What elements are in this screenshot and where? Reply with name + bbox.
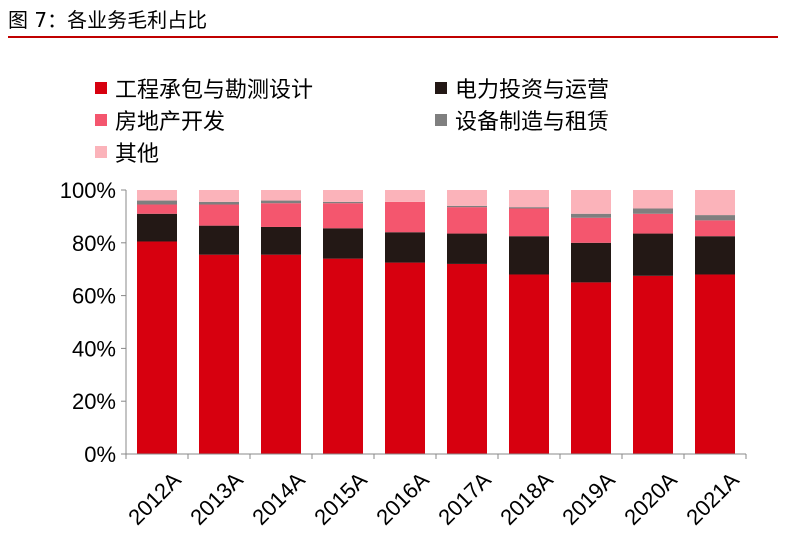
y-tick-label: 80% (72, 231, 116, 256)
x-tick-label: 2014A (247, 467, 310, 530)
y-tick-label: 40% (72, 336, 116, 361)
bar-segment-2014A-series-4 (261, 190, 301, 201)
legend-label: 房地产开发 (115, 110, 226, 135)
legend-swatch (95, 82, 107, 94)
bar-segment-2020A-series-2 (633, 213, 673, 234)
bar-segment-2019A-series-1 (571, 242, 611, 283)
bar-segment-2014A-series-2 (261, 203, 301, 227)
bar-segment-2017A-series-2 (447, 207, 487, 234)
bar-segment-2019A-series-3 (571, 213, 611, 218)
bar-segment-2012A-series-3 (137, 200, 177, 205)
bar-segment-2015A-series-1 (323, 228, 363, 259)
x-tick-label: 2013A (185, 467, 248, 530)
legend-swatch (95, 146, 107, 158)
bar-segment-2019A-series-4 (571, 190, 611, 214)
bar-segment-2012A-series-4 (137, 190, 177, 201)
bar-segment-2013A-series-4 (199, 190, 239, 202)
bar-segment-2012A-series-1 (137, 213, 177, 242)
bar-segment-2021A-series-3 (695, 215, 735, 221)
bar-segment-2014A-series-1 (261, 226, 301, 255)
bar-segment-2015A-series-4 (323, 190, 363, 202)
bar-segment-2013A-series-2 (199, 204, 239, 226)
bar-segment-2020A-series-4 (633, 190, 673, 209)
bar-segment-2021A-series-4 (695, 190, 735, 216)
bar-segment-2013A-series-0 (199, 254, 239, 454)
bar-segment-2015A-series-3 (323, 201, 363, 204)
bar-segment-2015A-series-2 (323, 203, 363, 229)
bar-segment-2013A-series-1 (199, 225, 239, 255)
legend-label: 其他 (115, 142, 160, 167)
x-tick-label: 2018A (495, 467, 558, 530)
y-tick-label: 60% (72, 284, 116, 309)
bar-segment-2015A-series-0 (323, 258, 363, 454)
bar-segment-2018A-series-4 (509, 190, 549, 208)
bar-segment-2018A-series-0 (509, 274, 549, 454)
bar-segment-2020A-series-0 (633, 275, 673, 454)
bar-segment-2016A-series-2 (385, 201, 425, 233)
legend-item: 设备制造与租赁 (435, 104, 609, 136)
legend-swatch (435, 114, 447, 126)
bar-segment-2016A-series-4 (385, 190, 425, 202)
x-tick-label: 2015A (309, 467, 372, 530)
bar-segment-2019A-series-2 (571, 217, 611, 243)
legend-item: 电力投资与运营 (435, 72, 609, 104)
bar-segment-2012A-series-2 (137, 204, 177, 214)
x-tick-label: 2021A (681, 467, 744, 530)
legend-item: 房地产开发 (95, 104, 225, 136)
x-tick-label: 2017A (433, 467, 496, 530)
legend-label: 电力投资与运营 (455, 78, 610, 103)
bar-segment-2012A-series-0 (137, 241, 177, 454)
bar-segment-2021A-series-2 (695, 220, 735, 237)
y-tick-label: 20% (72, 389, 116, 414)
bar-segment-2018A-series-2 (509, 208, 549, 237)
y-tick-label: 0% (84, 442, 116, 467)
legend-item: 工程承包与勘测设计 (95, 72, 313, 104)
x-tick-label: 2019A (557, 467, 620, 530)
y-tick-label: 100% (60, 178, 116, 203)
bar-segment-2017A-series-3 (447, 205, 487, 208)
bar-segment-2020A-series-3 (633, 208, 673, 214)
x-tick-label: 2012A (123, 467, 186, 530)
bar-segment-2017A-series-1 (447, 233, 487, 264)
x-tick-label: 2016A (371, 467, 434, 530)
bar-segment-2017A-series-4 (447, 190, 487, 206)
bar-segment-2021A-series-0 (695, 274, 735, 454)
legend-item: 其他 (95, 136, 159, 168)
x-tick-label: 2020A (619, 467, 682, 530)
legend-label: 工程承包与勘测设计 (115, 78, 314, 103)
bar-segment-2016A-series-0 (385, 262, 425, 454)
bar-segment-2018A-series-1 (509, 236, 549, 275)
figure-title: 图 7：各业务毛利占比 (8, 8, 208, 32)
legend-label: 设备制造与租赁 (455, 110, 610, 135)
legend-swatch (95, 114, 107, 126)
bar-segment-2016A-series-1 (385, 232, 425, 263)
bar-segment-2013A-series-3 (199, 201, 239, 205)
bar-segment-2019A-series-0 (571, 282, 611, 454)
bar-segment-2020A-series-1 (633, 233, 673, 276)
bar-segment-2018A-series-3 (509, 207, 549, 209)
bar-segment-2014A-series-3 (261, 200, 301, 204)
title-divider (8, 36, 778, 38)
legend-swatch (435, 82, 447, 94)
bar-segment-2014A-series-0 (261, 254, 301, 454)
bar-segment-2021A-series-1 (695, 236, 735, 275)
bar-segment-2017A-series-0 (447, 263, 487, 454)
